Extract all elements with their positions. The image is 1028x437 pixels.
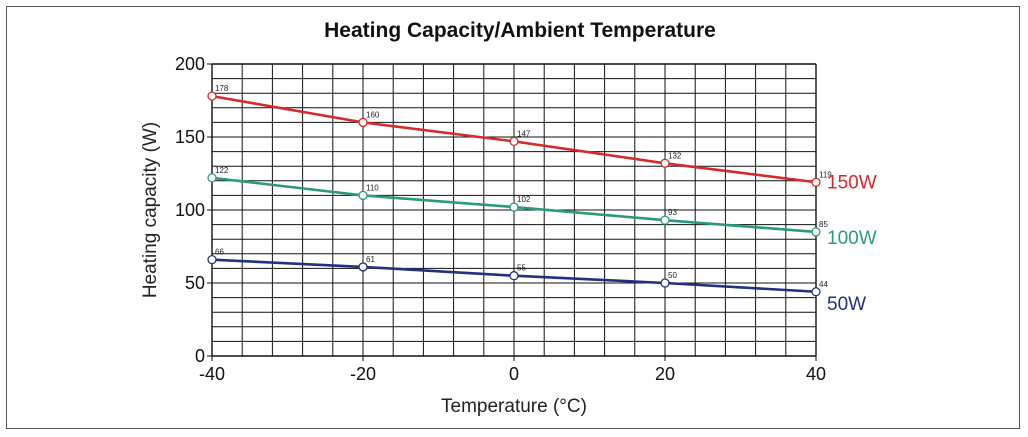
- data-point: [811, 227, 821, 237]
- data-label: 66: [215, 248, 224, 257]
- grid: [211, 63, 817, 357]
- x-axis-ticks: -40 -20 0 20 40: [199, 356, 826, 384]
- chart-frame: [6, 6, 1020, 429]
- data-point: [358, 262, 368, 272]
- x-tick-label: -20: [350, 364, 376, 384]
- series-name-label: 100W: [827, 228, 877, 249]
- data-label: 85: [819, 220, 828, 229]
- data-point: [207, 254, 217, 265]
- data-point: [358, 190, 368, 201]
- data-label: 147: [517, 129, 531, 138]
- data-label: 110: [366, 183, 379, 192]
- data-label: 119: [819, 170, 832, 179]
- data-label: 55: [517, 264, 526, 273]
- y-tick-label: 100: [175, 200, 205, 220]
- data-label: 61: [366, 255, 375, 264]
- y-axis-label: Heating capacity (W): [140, 122, 161, 298]
- data-label: 93: [668, 208, 677, 217]
- y-axis-ticks: 0 50 100 150 200: [175, 54, 212, 366]
- x-tick-label: 20: [655, 364, 675, 384]
- x-tick-label: 40: [806, 364, 826, 384]
- data-label: 102: [517, 195, 531, 204]
- y-tick-label: 150: [175, 127, 205, 147]
- data-label: 132: [668, 151, 682, 160]
- x-tick-label: -40: [199, 364, 225, 384]
- x-tick-label: 0: [509, 364, 519, 384]
- data-point: [660, 158, 670, 168]
- data-point: [811, 177, 821, 187]
- data-point: [358, 117, 368, 128]
- series-50W: 66 61 55 50 44 50W: [207, 248, 866, 315]
- data-label: 178: [215, 84, 229, 93]
- data-label: 44: [819, 280, 828, 289]
- data-point: [660, 278, 670, 288]
- series-name-label: 150W: [827, 172, 877, 193]
- data-point: [509, 271, 519, 281]
- y-tick-label: 50: [185, 273, 205, 293]
- data-point: [660, 215, 670, 225]
- y-tick-label: 200: [175, 54, 205, 74]
- series-name-label: 50W: [827, 294, 866, 315]
- data-point: [207, 91, 217, 101]
- data-label: 122: [215, 166, 229, 175]
- chart-title: Heating Capacity/Ambient Temperature: [324, 19, 716, 42]
- data-point: [207, 173, 217, 183]
- data-point: [509, 136, 519, 147]
- y-tick-label: 0: [195, 346, 205, 366]
- x-axis-label: Temperature (°C): [441, 396, 587, 417]
- data-label: 50: [668, 271, 677, 280]
- data-point: [811, 287, 821, 297]
- data-label: 160: [366, 110, 380, 119]
- data-point: [509, 202, 519, 212]
